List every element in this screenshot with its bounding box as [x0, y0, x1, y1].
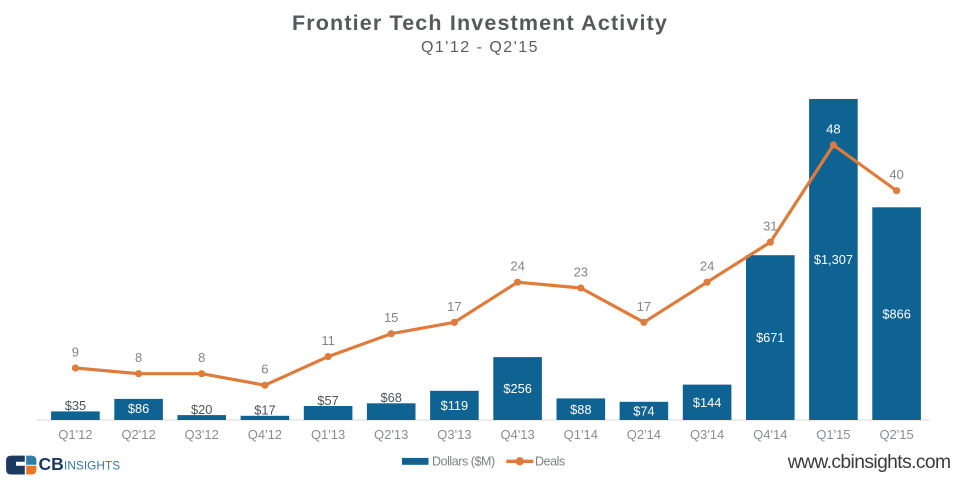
svg-text:$57: $57 [317, 393, 338, 408]
svg-text:$144: $144 [693, 395, 721, 410]
svg-text:$88: $88 [570, 402, 591, 417]
svg-text:15: 15 [384, 310, 398, 325]
svg-text:Q4'12: Q4'12 [248, 427, 282, 442]
svg-text:Q3'12: Q3'12 [185, 427, 219, 442]
svg-text:CB: CB [39, 454, 64, 474]
svg-text:Q3'13: Q3'13 [437, 427, 471, 442]
svg-text:$68: $68 [381, 390, 402, 405]
svg-text:Q1'13: Q1'13 [311, 427, 345, 442]
svg-text:9: 9 [72, 345, 79, 360]
svg-text:$866: $866 [882, 306, 910, 321]
svg-text:$86: $86 [128, 401, 149, 416]
svg-text:23: 23 [574, 265, 588, 280]
svg-text:Q3'14: Q3'14 [690, 427, 724, 442]
svg-text:INSIGHTS: INSIGHTS [64, 459, 120, 473]
svg-text:40: 40 [889, 167, 903, 182]
svg-text:6: 6 [261, 362, 268, 377]
svg-text:48: 48 [826, 122, 840, 137]
svg-text:www.cbinsights.com: www.cbinsights.com [787, 452, 951, 473]
svg-text:24: 24 [510, 259, 524, 274]
svg-text:$256: $256 [503, 381, 531, 396]
svg-text:Frontier Tech Investment Activ: Frontier Tech Investment Activity [292, 11, 668, 35]
svg-text:Q1'14: Q1'14 [564, 427, 598, 442]
svg-text:$20: $20 [191, 402, 212, 417]
svg-text:17: 17 [447, 299, 461, 314]
svg-text:Q2'14: Q2'14 [627, 427, 661, 442]
svg-text:Q4'13: Q4'13 [500, 427, 534, 442]
svg-text:8: 8 [198, 350, 205, 365]
svg-text:24: 24 [700, 259, 714, 274]
svg-text:$119: $119 [441, 398, 469, 413]
svg-text:Q1'12: Q1'12 [58, 427, 92, 442]
svg-text:Q2'12: Q2'12 [121, 427, 155, 442]
svg-text:31: 31 [763, 219, 777, 234]
svg-text:Q1'12 - Q2'15: Q1'12 - Q2'15 [421, 39, 539, 56]
svg-text:Q4'14: Q4'14 [753, 427, 787, 442]
svg-text:8: 8 [135, 350, 142, 365]
svg-text:$35: $35 [65, 398, 86, 413]
svg-text:Q2'13: Q2'13 [374, 427, 408, 442]
svg-text:Deals: Deals [535, 455, 565, 469]
svg-text:Q1'15: Q1'15 [816, 427, 850, 442]
svg-text:Q2'15: Q2'15 [879, 427, 913, 442]
svg-text:$671: $671 [756, 330, 784, 345]
svg-text:$1,307: $1,307 [814, 252, 853, 267]
svg-text:$17: $17 [254, 403, 275, 418]
svg-text:11: 11 [321, 333, 335, 348]
svg-text:17: 17 [637, 299, 651, 314]
svg-text:Dollars ($M): Dollars ($M) [432, 455, 495, 469]
svg-text:$74: $74 [633, 404, 654, 419]
